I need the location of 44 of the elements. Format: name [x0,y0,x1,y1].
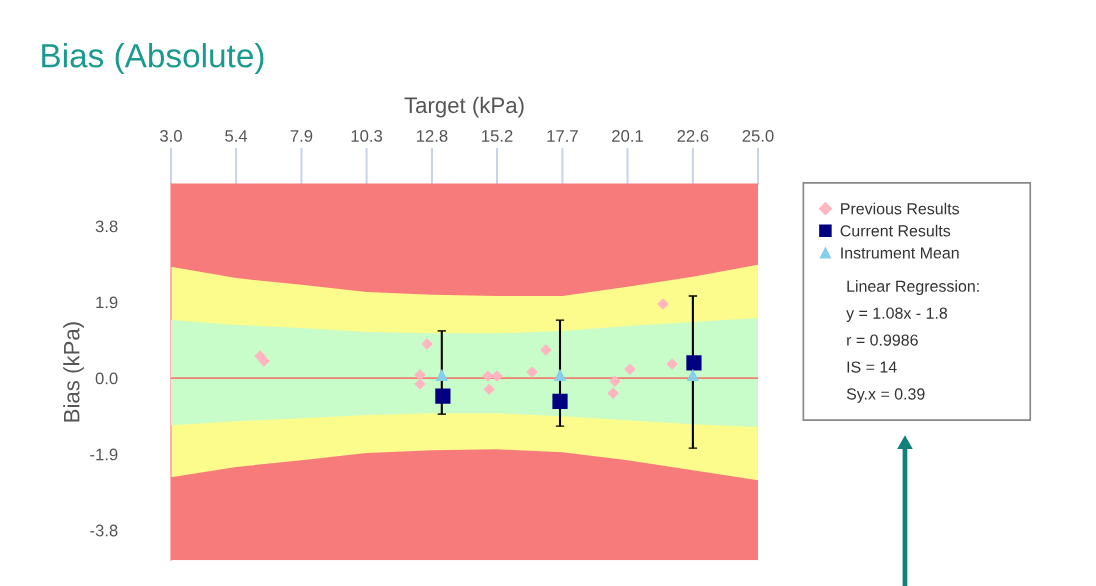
point [657,298,669,310]
point [686,368,700,382]
y-tick-label: 0.0 [95,372,118,385]
x-tick-label: 12.8 [416,130,448,142]
point [686,355,702,371]
x-tick-label: 17.7 [547,130,578,142]
point [540,344,552,356]
x-axis-title: Target (kPa) [404,96,524,118]
y-tick-label: -1.9 [90,448,118,461]
x-tick-label: 25.0 [742,130,774,142]
x-tick-label: 20.1 [612,130,643,142]
legend-label: Instrument Mean [841,247,959,259]
point [552,393,568,409]
point [526,366,538,378]
chart-title: Bias (Absolute) [42,43,264,75]
point [624,363,636,376]
x-tick-label: 22.6 [677,130,709,142]
point [421,338,433,350]
point [435,368,449,382]
text: IS = 14 [847,361,897,373]
point [258,355,270,367]
legend-label: Previous Results [841,202,960,215]
y-tick-label: 1.9 [96,296,118,309]
x-tick-label: 3.0 [160,130,182,142]
x-tick-label: 15.2 [482,130,513,142]
x-tick-label: 10.3 [351,130,383,142]
y-axis-title: Bias (kPa) [63,322,84,422]
x-tick-label: 7.9 [290,130,313,142]
text: y = 1.08x - 1.8 [846,307,948,322]
point [609,375,621,388]
point [553,368,567,382]
legend-label: Current Results [840,224,951,237]
point [607,387,619,400]
point [666,358,678,370]
point [491,370,503,382]
point [483,383,495,396]
point [435,388,451,404]
text: Sy.x = 0.39 [846,388,925,403]
point [414,378,426,390]
text: r = 0.9986 [847,334,918,346]
y-tick-label: 3.8 [95,220,118,233]
x-tick-label: 5.4 [225,130,248,142]
y-tick-label: -3.8 [90,524,118,537]
text: Linear Regression: [847,280,979,295]
